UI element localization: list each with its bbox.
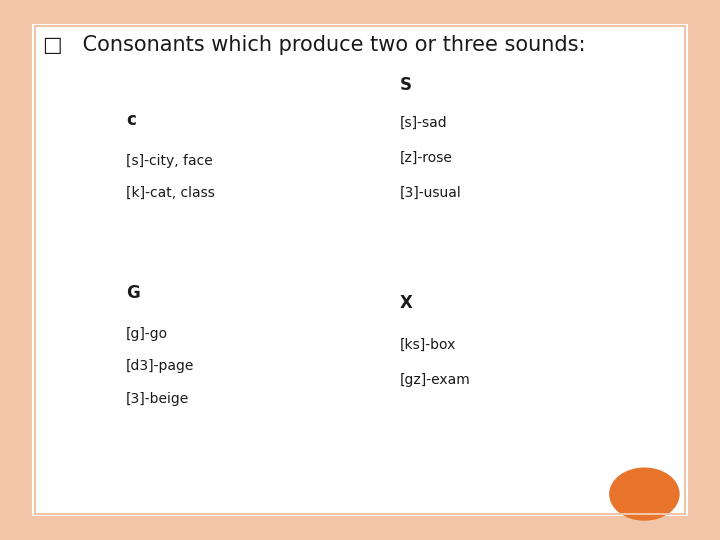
Text: [gz]-exam: [gz]-exam <box>400 373 470 387</box>
Text: [k]-cat, class: [k]-cat, class <box>126 186 215 200</box>
Text: [3]-beige: [3]-beige <box>126 392 189 406</box>
Text: [3]-usual: [3]-usual <box>400 186 462 200</box>
Text: [z]-rose: [z]-rose <box>400 151 452 165</box>
Text: [s]-sad: [s]-sad <box>400 116 447 130</box>
Text: c: c <box>126 111 136 129</box>
Text: [g]-go: [g]-go <box>126 327 168 341</box>
Circle shape <box>610 468 679 520</box>
Text: [ks]-box: [ks]-box <box>400 338 456 352</box>
Text: [s]-city, face: [s]-city, face <box>126 154 212 168</box>
Text: S: S <box>400 76 412 93</box>
Text: [d3]-page: [d3]-page <box>126 359 194 373</box>
Text: G: G <box>126 284 140 301</box>
Text: □   Consonants which produce two or three sounds:: □ Consonants which produce two or three … <box>43 35 585 55</box>
Text: X: X <box>400 294 413 312</box>
